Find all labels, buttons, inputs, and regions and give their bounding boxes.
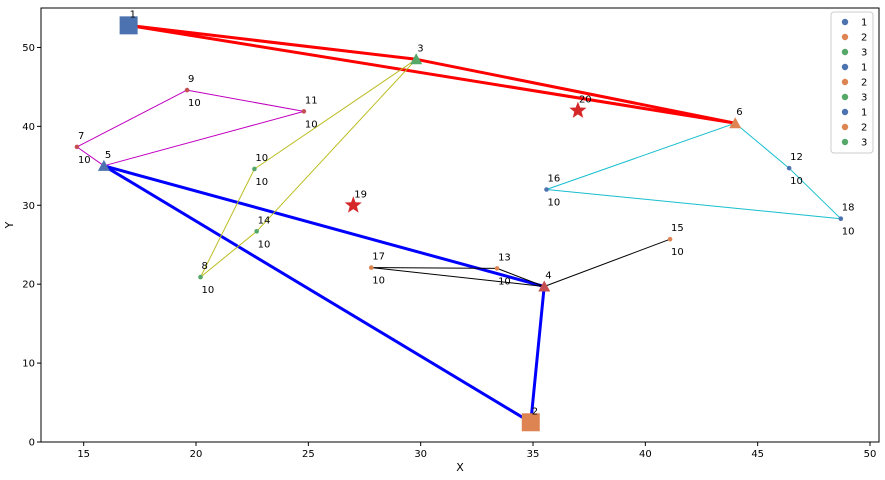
node-15-demand-label: 10 <box>671 247 684 258</box>
node-14-demand-label: 10 <box>258 239 271 250</box>
x-tick-label-15: 15 <box>77 449 90 460</box>
x-tick-label-25: 25 <box>302 449 315 460</box>
legend-entry-2: 2 <box>861 33 867 44</box>
node-12-label: 12 <box>790 152 803 163</box>
node-9-marker <box>184 87 190 93</box>
node-14-marker <box>254 229 259 234</box>
node-6-marker <box>729 117 742 129</box>
node-15-marker <box>667 236 673 242</box>
node-5-marker <box>97 159 110 171</box>
legend-marker-8 <box>841 123 849 131</box>
route-line-2 <box>103 164 546 424</box>
x-tick-label-50: 50 <box>864 449 877 460</box>
node-17-demand-label: 10 <box>372 276 385 287</box>
node-11-demand-label: 10 <box>305 119 318 130</box>
y-axis-label: Y <box>3 221 16 229</box>
legend-marker-4 <box>841 63 849 71</box>
node-3-marker <box>410 53 423 65</box>
route-line-6 <box>370 238 671 287</box>
node-7-label: 7 <box>78 131 84 142</box>
node-12-demand-label: 10 <box>790 176 803 187</box>
node-10-demand-label: 10 <box>255 177 268 188</box>
y-tick-label-50: 50 <box>22 43 35 54</box>
legend-entry-4: 1 <box>861 63 867 74</box>
legend-entry-7: 1 <box>861 108 867 119</box>
node-18-marker <box>838 216 844 221</box>
node-6-label: 6 <box>736 107 742 118</box>
node-11-marker <box>301 109 307 114</box>
legend-marker-6 <box>841 93 849 101</box>
legend-entry-9: 3 <box>861 138 867 149</box>
node-14-label: 14 <box>258 215 271 226</box>
legend-marker-9 <box>841 138 849 146</box>
route-line-5 <box>546 122 842 220</box>
x-tick-label-30: 30 <box>414 449 427 460</box>
legend-entry-6: 3 <box>861 93 867 104</box>
x-tick-label-35: 35 <box>527 449 540 460</box>
node-13-marker <box>494 266 500 271</box>
legend-entry-3: 3 <box>861 48 867 59</box>
node-13-demand-label: 10 <box>498 276 511 287</box>
node-20-label: 20 <box>579 95 592 106</box>
x-tick-label-45: 45 <box>751 449 764 460</box>
y-tick-label-30: 30 <box>22 201 35 212</box>
node-3-label: 3 <box>417 43 423 54</box>
y-tick-label-40: 40 <box>22 122 35 133</box>
legend-box <box>830 11 874 154</box>
nodes-layer <box>74 16 844 432</box>
x-axis-label: X <box>456 461 464 474</box>
legend-marker-5 <box>841 78 849 86</box>
node-19-marker <box>344 196 362 213</box>
labels-layer: 1234567108109101010111012101310141015101… <box>78 9 855 417</box>
y-axis: 0 10 20 30 40 50 <box>22 43 41 449</box>
node-2-marker <box>521 413 540 432</box>
node-9-demand-label: 10 <box>188 98 201 109</box>
node-17-marker <box>368 265 374 270</box>
legend-marker-3 <box>841 48 849 56</box>
legend-entry-1: 1 <box>861 18 867 29</box>
legend-entry-5: 2 <box>861 78 867 89</box>
node-13-label: 13 <box>498 252 511 263</box>
node-16-marker <box>544 187 549 192</box>
x-axis: 15 20 25 30 35 40 45 50 <box>77 442 876 460</box>
node-11-label: 11 <box>305 95 318 106</box>
legend-marker-7 <box>841 108 849 116</box>
node-2-label: 2 <box>532 406 538 417</box>
node-8-marker <box>198 274 203 280</box>
node-1-label: 1 <box>130 9 136 20</box>
legend[interactable]: 1 2 3 1 2 3 1 2 3 <box>830 11 874 154</box>
node-5-label: 5 <box>105 150 111 161</box>
x-tick-label-20: 20 <box>190 449 203 460</box>
y-tick-label-0: 0 <box>29 438 35 449</box>
node-10-label: 10 <box>255 153 268 164</box>
node-17-label: 17 <box>372 252 385 263</box>
node-7-marker <box>74 144 80 150</box>
legend-marker-2 <box>841 33 849 41</box>
legend-entry-8: 2 <box>861 123 867 134</box>
node-1-marker <box>119 16 138 35</box>
y-tick-label-10: 10 <box>22 359 35 370</box>
node-16-demand-label: 10 <box>547 197 560 208</box>
node-12-marker <box>786 165 792 171</box>
y-tick-label-20: 20 <box>22 280 35 291</box>
node-18-demand-label: 10 <box>842 227 855 238</box>
node-10-marker <box>252 166 257 172</box>
node-7-demand-label: 10 <box>78 155 91 166</box>
route-line-1 <box>128 23 737 125</box>
node-8-label: 8 <box>202 261 208 272</box>
node-15-label: 15 <box>671 223 684 234</box>
node-9-label: 9 <box>188 74 194 85</box>
x-tick-label-40: 40 <box>639 449 652 460</box>
node-20-marker <box>569 101 587 118</box>
node-19-label: 19 <box>354 189 367 200</box>
node-16-label: 16 <box>547 173 560 184</box>
node-4-label: 4 <box>545 271 551 282</box>
node-18-label: 18 <box>842 203 855 214</box>
plot-frame <box>40 7 880 443</box>
node-8-demand-label: 10 <box>202 285 215 296</box>
legend-marker-1 <box>841 18 849 26</box>
node-4-marker <box>538 280 551 292</box>
